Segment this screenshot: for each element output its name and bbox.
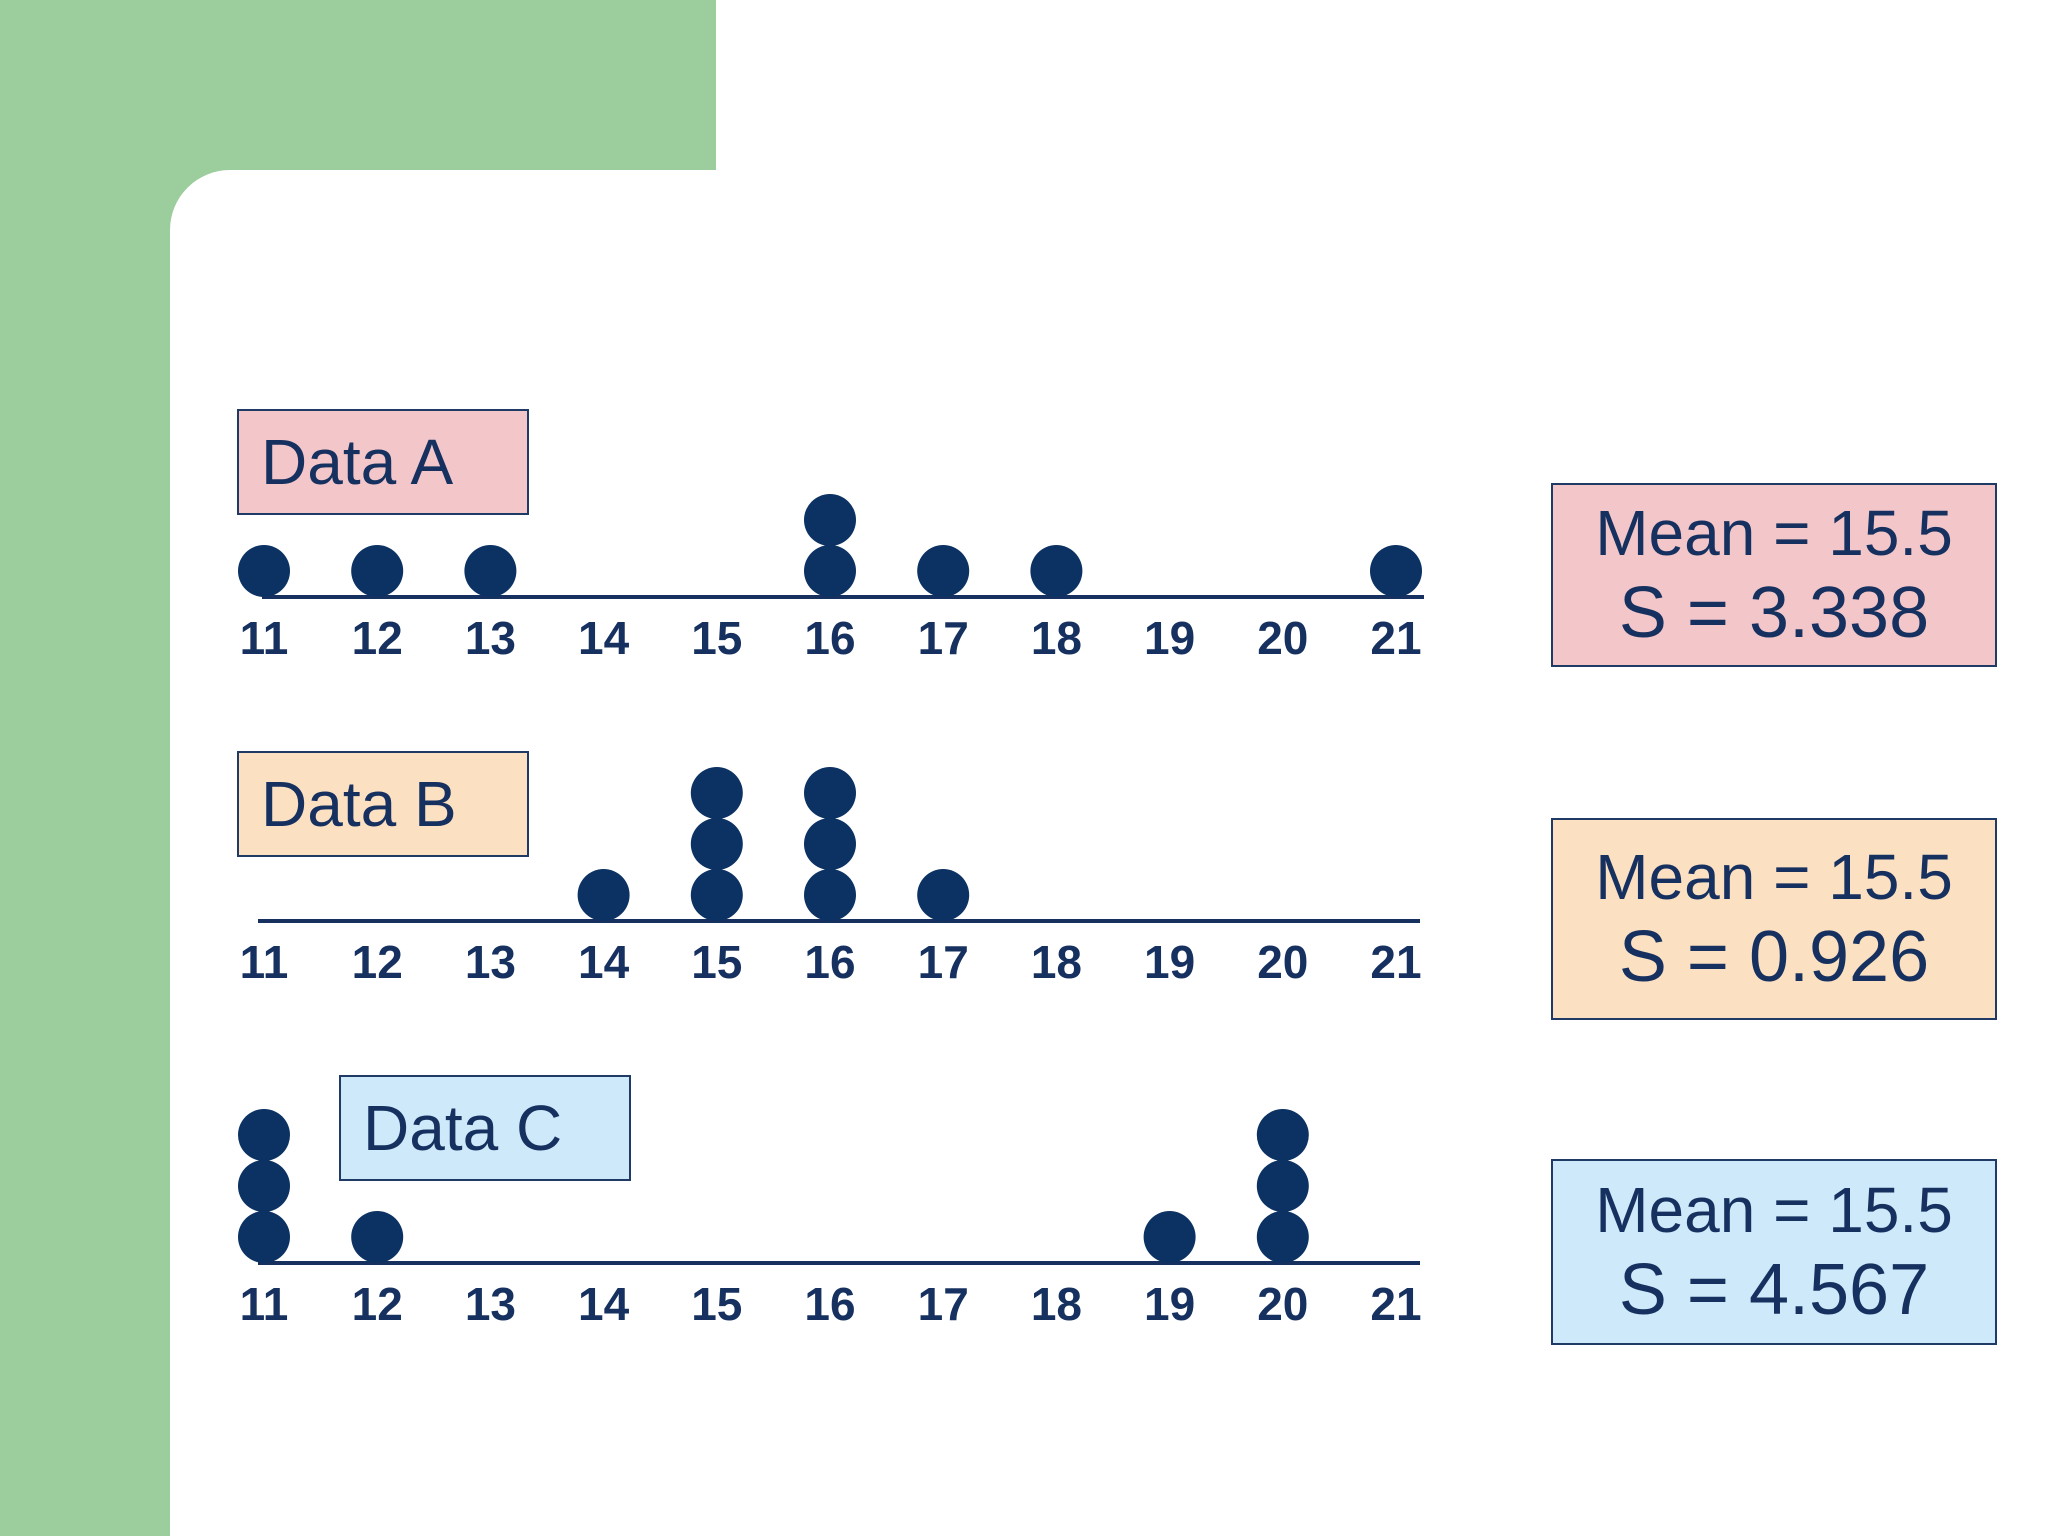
data-a-dot: [351, 545, 404, 597]
data-c-mean: Mean = 15.5: [1595, 1174, 1953, 1246]
data-a-tick-label: 15: [691, 612, 742, 664]
data-a-tick-label: 20: [1257, 612, 1308, 664]
data-a-tick-label: 19: [1144, 612, 1195, 664]
data-c-tick-label: 15: [691, 1278, 742, 1330]
data-b-tick-label: 12: [352, 936, 403, 988]
data-b-tick-label: 15: [691, 936, 742, 988]
data-b-dot: [917, 869, 970, 921]
data-c-dot: [238, 1109, 290, 1161]
data-b-mean: Mean = 15.5: [1595, 841, 1953, 913]
data-b-tick-label: 11: [240, 936, 289, 988]
data-c-tick-label: 16: [804, 1278, 855, 1330]
data-b-dot: [690, 818, 743, 870]
data-a-tick-label: 16: [804, 612, 855, 664]
data-a-std: S = 3.338: [1618, 573, 1930, 653]
data-b-tick-label: 20: [1257, 936, 1308, 988]
data-b-dot: [690, 869, 743, 921]
data-b-tick-label: 21: [1370, 936, 1421, 988]
data-b-label: Data B: [237, 751, 529, 857]
data-b-dot: [577, 869, 630, 921]
data-c-dot: [1143, 1211, 1196, 1263]
data-c-stats-box: Mean = 15.5 S = 4.567: [1551, 1159, 1997, 1345]
data-c-label: Data C: [339, 1075, 631, 1181]
data-b-tick-label: 17: [918, 936, 969, 988]
data-a-tick-label: 14: [578, 612, 630, 664]
data-c-tick-label: 21: [1370, 1278, 1421, 1330]
data-c-tick-label: 20: [1257, 1278, 1308, 1330]
data-a-tick-label: 17: [918, 612, 969, 664]
data-a-dot: [1370, 545, 1422, 597]
data-c-tick-label: 13: [465, 1278, 516, 1330]
data-b-tick-label: 14: [578, 936, 630, 988]
data-a-tick-label: 12: [352, 612, 403, 664]
data-c-tick-label: 18: [1031, 1278, 1082, 1330]
data-a-mean: Mean = 15.5: [1595, 497, 1953, 569]
data-c-dot: [238, 1211, 290, 1263]
data-a-dot: [804, 494, 856, 546]
data-a-dot: [804, 545, 856, 597]
data-b-tick-label: 16: [804, 936, 855, 988]
data-a-label: Data A: [237, 409, 529, 515]
data-b-stats-box: Mean = 15.5 S = 0.926: [1551, 818, 1997, 1020]
data-c-tick-label: 12: [352, 1278, 403, 1330]
data-a-dot: [464, 545, 517, 597]
data-b-tick-label: 18: [1031, 936, 1082, 988]
data-a-tick-label: 13: [465, 612, 516, 664]
data-c-dot: [1256, 1160, 1309, 1212]
data-a-tick-label: 11: [240, 612, 289, 664]
data-a-dot: [1030, 545, 1083, 597]
data-b-dot: [690, 767, 743, 819]
data-a-tick-label: 18: [1031, 612, 1082, 664]
data-c-tick-label: 14: [578, 1278, 630, 1330]
data-a-tick-label: 21: [1370, 612, 1421, 664]
data-c-tick-label: 11: [240, 1278, 289, 1330]
data-b-std: S = 0.926: [1618, 917, 1930, 997]
data-c-tick-label: 19: [1144, 1278, 1195, 1330]
data-b-tick-label: 19: [1144, 936, 1195, 988]
data-c-dot: [238, 1160, 290, 1212]
data-a-dot: [238, 545, 290, 597]
data-c-std: S = 4.567: [1618, 1250, 1930, 1330]
data-a-dot: [917, 545, 970, 597]
data-c-tick-label: 17: [918, 1278, 969, 1330]
data-b-dot: [804, 767, 856, 819]
data-b-dot: [804, 818, 856, 870]
data-b-tick-label: 13: [465, 936, 516, 988]
data-b-dot: [804, 869, 856, 921]
data-a-stats-box: Mean = 15.5 S = 3.338: [1551, 483, 1997, 667]
data-c-dot: [1256, 1211, 1309, 1263]
data-c-dot: [351, 1211, 404, 1263]
data-c-dot: [1256, 1109, 1309, 1161]
